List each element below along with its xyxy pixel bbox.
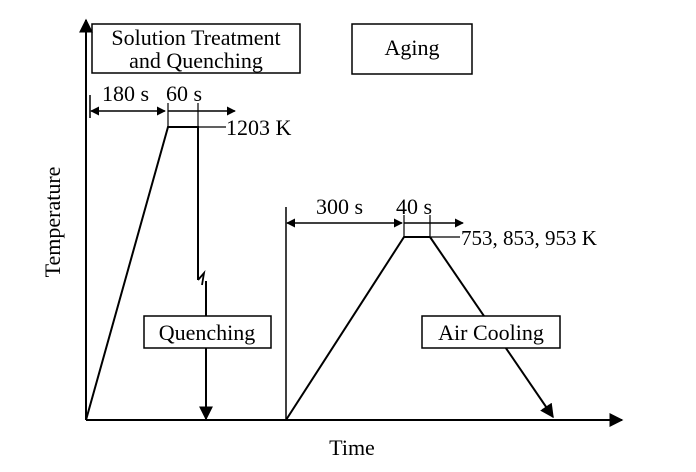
solution-hold-time-label: 60 s: [166, 81, 202, 106]
quench-break-marker: [197, 269, 206, 286]
quenching-label: Quenching: [159, 320, 256, 345]
solution-heat-time-label: 180 s: [102, 81, 149, 106]
aging-hold-time-label: 40 s: [396, 194, 432, 219]
solution-stage-title-line1: Solution Treatment: [111, 25, 280, 50]
solution-stage-title-line2: and Quenching: [129, 48, 263, 73]
air-cooling-label-box: [421, 315, 561, 349]
quenching-label-box: [143, 315, 272, 349]
x-axis-label: Time: [329, 435, 375, 460]
aging-stage-box: [351, 23, 473, 75]
aging-temperatures-label: 753, 853, 953 K: [461, 226, 597, 250]
solution-temperature-label: 1203 K: [226, 115, 292, 140]
solution-stage-box: [91, 23, 301, 74]
aging-stage-title: Aging: [385, 35, 440, 60]
y-axis-label: Temperature: [40, 167, 65, 278]
aging-profile: [285, 236, 430, 421]
solution-heating-profile: [85, 126, 199, 421]
aging-heat-time-label: 300 s: [316, 194, 363, 219]
air-cooling-label: Air Cooling: [438, 320, 544, 345]
